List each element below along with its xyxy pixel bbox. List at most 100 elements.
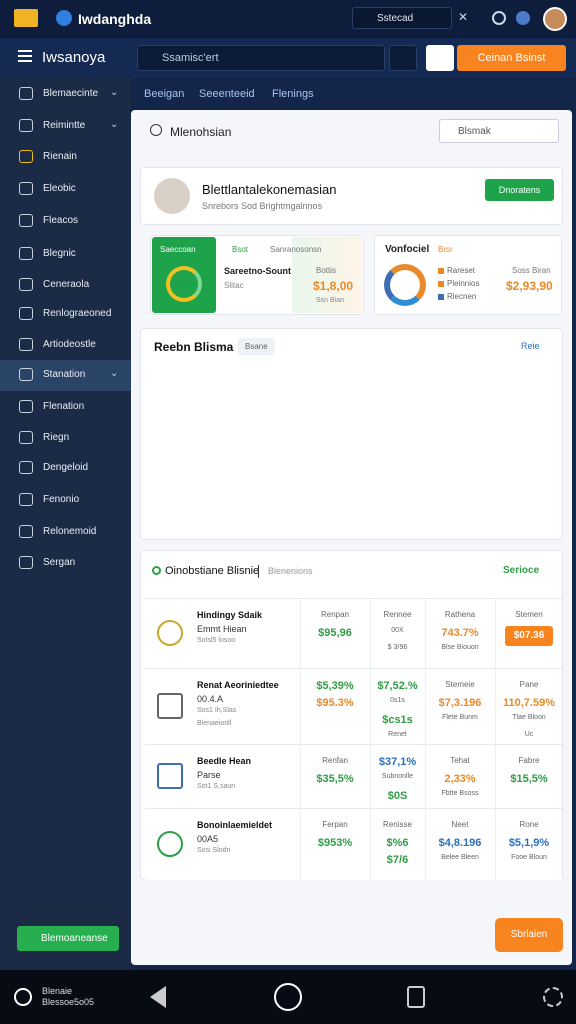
row-cell: Fabre (518, 756, 540, 765)
row-cell: Tehat (450, 756, 470, 765)
column-divider (300, 744, 301, 808)
sidebar-item[interactable]: Stanation (43, 369, 86, 380)
profile-button[interactable]: Dnoratens (485, 179, 554, 201)
sidebar-item[interactable]: Flenation (43, 401, 85, 412)
row-cell: Rennee (383, 610, 412, 619)
legend-dot (438, 281, 444, 287)
app-logo (14, 9, 38, 27)
row-cell: Blse Biouon (441, 644, 479, 651)
profile-subtitle: Snrebors Sod Brightmgalnnos (202, 201, 323, 211)
menu-mid (18, 55, 32, 57)
row-cell: Rathena (444, 610, 476, 619)
sidebar-item[interactable]: Riegn (43, 432, 70, 443)
row-cell: Tlae Bloon (512, 714, 546, 721)
sidebar-icon (19, 431, 33, 444)
sidebar-icon (19, 461, 33, 474)
close-icon[interactable]: ✕ (458, 10, 469, 24)
favorite-button[interactable] (389, 45, 417, 71)
chevron: ⌄ (110, 119, 119, 130)
sidebar-item[interactable]: Fleacos (43, 215, 79, 226)
sidebar-icon (19, 119, 33, 132)
nav-check[interactable] (14, 988, 32, 1006)
sidebar-item[interactable]: Relonemoid (43, 526, 97, 537)
panel-title: Mlenohsian (170, 125, 232, 139)
legend-label: Rlecnen (447, 292, 477, 301)
row-icon (157, 763, 183, 789)
table-row[interactable] (145, 598, 562, 668)
nav-home[interactable] (274, 983, 302, 1011)
table-row[interactable] (145, 744, 562, 808)
tab[interactable]: Seeenteeid (199, 88, 255, 100)
row-cell: $0S (387, 790, 408, 802)
nav-label: Blenaie (42, 986, 73, 996)
stat-value: $2,93,90 (506, 279, 553, 293)
table-divider (258, 565, 259, 578)
sidebar-item[interactable]: Blemaecinte (43, 88, 99, 99)
sidebar-icon (19, 525, 33, 538)
sidebar-active-bg (0, 360, 131, 391)
top-search[interactable]: Sstecad (352, 7, 452, 29)
header-title: Iwsanoya (42, 49, 106, 66)
settings-icon[interactable] (492, 11, 506, 25)
grid-button[interactable] (426, 45, 454, 71)
row-line: Emmt Hiean (197, 624, 247, 634)
sidebar-button[interactable]: Blemoaneanse (17, 926, 119, 951)
sidebar-icon (19, 556, 33, 569)
header-action[interactable]: Ceinan Bsinst (457, 45, 566, 71)
row-cell: $953% (317, 837, 353, 849)
panel-select[interactable]: Blsmak (439, 119, 559, 143)
column-divider (300, 808, 301, 880)
menu-icon[interactable] (18, 50, 32, 62)
nav-recent[interactable] (407, 986, 425, 1008)
sidebar-item[interactable]: Blegnic (43, 248, 76, 259)
table-row[interactable] (145, 668, 562, 744)
row-cell: Flete Bunm (442, 714, 478, 721)
tab[interactable]: Flenings (272, 88, 314, 100)
header-search[interactable]: Ssamisc'ert (137, 45, 385, 71)
row-title: Hindingy Sdaik (197, 610, 263, 620)
sidebar-item[interactable]: Eleobic (43, 183, 76, 194)
row-line: Sot1 S,saun (197, 783, 236, 790)
row-cell: $15,5% (510, 773, 548, 785)
column-divider (425, 744, 426, 808)
nav-settings[interactable] (543, 987, 563, 1007)
sidebar-item[interactable]: Fenonio (43, 494, 80, 505)
sidebar-item[interactable]: Renlograeoned (43, 308, 112, 319)
legend-label: Pleinnios (447, 279, 480, 288)
sidebar-item[interactable]: Reimintte (43, 120, 86, 131)
stat-ring (166, 266, 202, 302)
sidebar-item[interactable]: Ceneraola (43, 279, 90, 290)
column-divider (495, 808, 496, 880)
table-row[interactable] (145, 808, 562, 880)
row-cell: Uc (524, 731, 534, 738)
column-divider (425, 668, 426, 744)
row-cell: Pane (519, 680, 539, 689)
row-cell: 2,33% (444, 773, 476, 785)
row-title: Beedle Hean (197, 756, 252, 766)
tab[interactable]: Beeigan (144, 88, 185, 100)
sidebar-item[interactable]: Dengeloid (43, 462, 89, 473)
avatar[interactable] (543, 7, 567, 31)
sidebar-item[interactable]: Rienain (43, 151, 77, 162)
sidebar-item[interactable]: Sergan (43, 557, 76, 568)
row-cell: 0s1s (390, 697, 405, 704)
legend-dot (438, 294, 444, 300)
row-cell: Neet (451, 820, 469, 829)
stat-caption: Ssn Bian (316, 297, 345, 304)
fab[interactable]: Sbrlaien (495, 918, 563, 952)
section-pill: Bsane (238, 338, 275, 355)
row-cell: $37,1% (378, 756, 417, 768)
row-icon (157, 693, 183, 719)
nav-back[interactable] (150, 986, 166, 1008)
row-title: Bonoinlaemieldet (197, 820, 273, 830)
section-link[interactable]: Reie (521, 341, 540, 351)
sidebar-item[interactable]: Artiodeostle (43, 339, 96, 350)
table-link[interactable]: Serioce (503, 565, 540, 576)
stat-glow (292, 237, 362, 313)
sidebar-icon (19, 214, 33, 227)
row-button[interactable]: $07.36 (505, 626, 553, 646)
legend-dot (438, 268, 444, 274)
column-divider (370, 808, 371, 880)
notification-icon[interactable] (516, 11, 530, 25)
